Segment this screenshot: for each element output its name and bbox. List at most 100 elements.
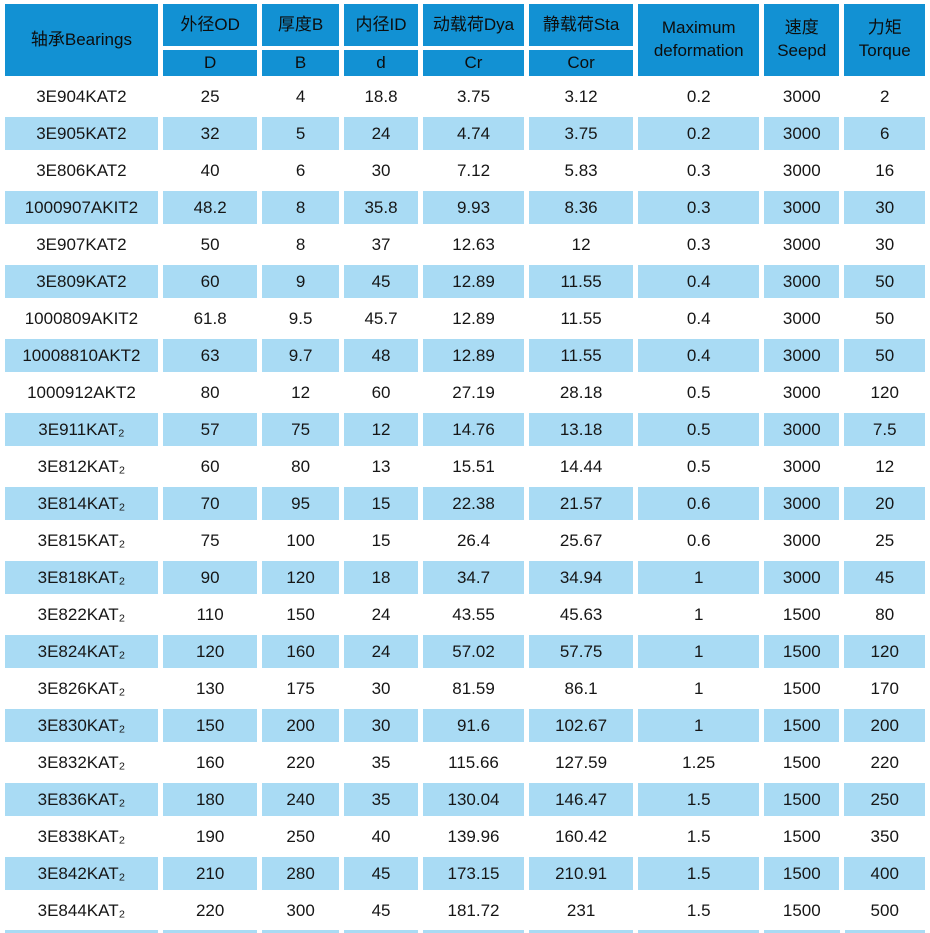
cell-id: 48 — [343, 339, 419, 372]
cell-static-load: 34.94 — [528, 561, 634, 594]
cell-static-load: 86.1 — [528, 672, 634, 705]
cell-max-deformation: 1.5 — [638, 857, 760, 890]
cell-thickness: 160 — [262, 635, 339, 668]
cell-max-deformation: 1 — [638, 709, 760, 742]
table-row: 1000912AKT2 80 12 60 27.19 28.18 0.5 3000 120 — [5, 376, 925, 409]
table-row: 3E809KAT2 60 9 45 12.89 11.55 0.4 3000 50 — [5, 265, 925, 298]
table-row: 3E818KAT₂ 90 120 18 34.7 34.94 1 3000 45 — [5, 561, 925, 594]
clipped-row-segment — [262, 930, 339, 933]
cell-torque: 120 — [844, 635, 925, 668]
clipped-row-segment — [343, 930, 419, 933]
table-row: 3E842KAT₂ 210 280 45 173.15 210.91 1.5 1500 400 — [5, 857, 925, 890]
cell-bearing: 3E836KAT₂ — [5, 783, 158, 816]
cell-od: 80 — [162, 376, 258, 409]
cell-speed: 1500 — [764, 783, 840, 816]
cell-thickness: 150 — [262, 598, 339, 631]
col-header-max-deformation: Maximum deformation — [638, 4, 760, 76]
cell-thickness: 75 — [262, 413, 339, 446]
cell-speed: 3000 — [764, 117, 840, 150]
cell-thickness: 80 — [262, 450, 339, 483]
cell-max-deformation: 0.6 — [638, 487, 760, 520]
torque-label-en: Torque — [858, 41, 911, 60]
cell-torque: 6 — [844, 117, 925, 150]
cell-bearing: 3E824KAT₂ — [5, 635, 158, 668]
cell-bearing: 3E904KAT2 — [5, 80, 158, 113]
cell-max-deformation: 0.5 — [638, 450, 760, 483]
col-subheader-id-d: d — [343, 50, 419, 76]
cell-bearing: 3E826KAT₂ — [5, 672, 158, 705]
cell-id: 18.8 — [343, 80, 419, 113]
col-header-bearings: 轴承Bearings — [5, 4, 158, 76]
clipped-row-segment — [528, 930, 634, 933]
torque-label-cn: 力矩 — [867, 18, 902, 38]
table-row: 3E812KAT₂ 60 80 13 15.51 14.44 0.5 3000 12 — [5, 450, 925, 483]
cell-max-deformation: 0.4 — [638, 339, 760, 372]
table-row: 3E824KAT₂ 120 160 24 57.02 57.75 1 1500 120 — [5, 635, 925, 668]
cell-thickness: 120 — [262, 561, 339, 594]
cell-od: 150 — [162, 709, 258, 742]
cell-id: 30 — [343, 672, 419, 705]
cell-torque: 200 — [844, 709, 925, 742]
cell-max-deformation: 1.25 — [638, 746, 760, 779]
cell-max-deformation: 1 — [638, 598, 760, 631]
cell-dynamic-load: 81.59 — [423, 672, 524, 705]
table-row: 3E844KAT₂ 220 300 45 181.72 231 1.5 1500 500 — [5, 894, 925, 927]
cell-static-load: 11.55 — [528, 302, 634, 335]
cell-id: 40 — [343, 820, 419, 853]
cell-thickness: 5 — [262, 117, 339, 150]
cell-od: 50 — [162, 228, 258, 261]
cell-speed: 1500 — [764, 894, 840, 927]
col-header-speed: 速度 Seepd — [764, 4, 840, 76]
cell-speed: 1500 — [764, 820, 840, 853]
cell-static-load: 231 — [528, 894, 634, 927]
table-row: 3E814KAT₂ 70 95 15 22.38 21.57 0.6 3000 20 — [5, 487, 925, 520]
cell-static-load: 127.59 — [528, 746, 634, 779]
cell-od: 190 — [162, 820, 258, 853]
col-header-od: 外径OD — [162, 4, 258, 46]
cell-bearing: 10008810AKT2 — [5, 339, 158, 372]
cell-dynamic-load: 22.38 — [423, 487, 524, 520]
col-header-id: 内径ID — [343, 4, 419, 46]
cell-id: 35 — [343, 783, 419, 816]
cell-bearing: 3E830KAT₂ — [5, 709, 158, 742]
cell-dynamic-load: 7.12 — [423, 154, 524, 187]
cell-torque: 220 — [844, 746, 925, 779]
cell-max-deformation: 0.2 — [638, 117, 760, 150]
cell-static-load: 102.67 — [528, 709, 634, 742]
cell-dynamic-load: 43.55 — [423, 598, 524, 631]
cell-thickness: 12 — [262, 376, 339, 409]
clipped-row-segment — [162, 930, 258, 933]
cell-max-deformation: 0.4 — [638, 265, 760, 298]
cell-od: 75 — [162, 524, 258, 557]
table-row: 1000907AKIT2 48.2 8 35.8 9.93 8.36 0.3 3000 30 — [5, 191, 925, 224]
cell-bearing: 3E815KAT₂ — [5, 524, 158, 557]
cell-thickness: 4 — [262, 80, 339, 113]
cell-torque: 30 — [844, 191, 925, 224]
cell-static-load: 3.12 — [528, 80, 634, 113]
cell-bearing: 1000912AKT2 — [5, 376, 158, 409]
cell-bearing: 3E844KAT₂ — [5, 894, 158, 927]
cell-torque: 45 — [844, 561, 925, 594]
cell-static-load: 12 — [528, 228, 634, 261]
clipped-row-segment — [763, 930, 840, 933]
cell-bearing: 1000907AKIT2 — [5, 191, 158, 224]
cell-speed: 3000 — [764, 413, 840, 446]
cell-dynamic-load: 139.96 — [423, 820, 524, 853]
cell-speed: 1500 — [764, 746, 840, 779]
col-header-static-load: 静载荷Sta — [528, 4, 634, 46]
cell-id: 15 — [343, 524, 419, 557]
cell-torque: 50 — [844, 265, 925, 298]
cell-thickness: 8 — [262, 191, 339, 224]
cell-id: 35.8 — [343, 191, 419, 224]
cell-bearing: 3E822KAT₂ — [5, 598, 158, 631]
cell-thickness: 300 — [262, 894, 339, 927]
cell-dynamic-load: 12.89 — [423, 302, 524, 335]
cell-speed: 3000 — [764, 524, 840, 557]
cell-max-deformation: 0.3 — [638, 154, 760, 187]
cell-id: 60 — [343, 376, 419, 409]
cell-bearing: 3E907KAT2 — [5, 228, 158, 261]
cell-static-load: 5.83 — [528, 154, 634, 187]
cell-od: 40 — [162, 154, 258, 187]
cell-id: 24 — [343, 117, 419, 150]
